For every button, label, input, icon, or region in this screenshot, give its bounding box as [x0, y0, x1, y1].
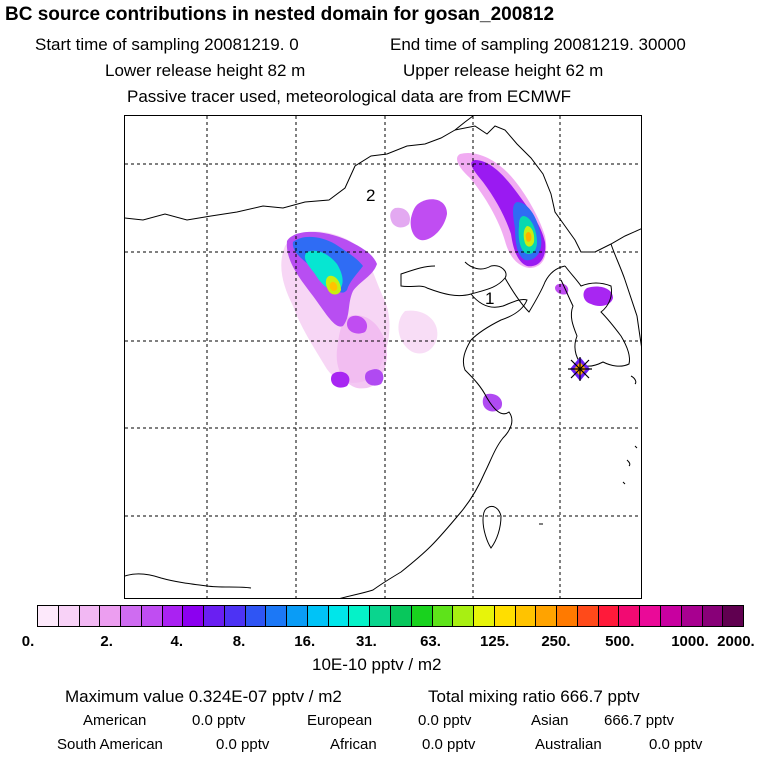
plume-korea-west — [555, 283, 569, 295]
legend-unit: 10E-10 pptv / m2 — [312, 655, 442, 674]
plume-north-blob — [410, 199, 447, 241]
inland-border — [125, 573, 252, 589]
japan-islands — [539, 375, 638, 525]
legend-swatch — [100, 606, 122, 626]
legend-tick-label: 0. — [21, 633, 35, 650]
china-east-coast — [339, 339, 513, 598]
legend-swatch — [411, 606, 433, 626]
legend-swatch — [141, 606, 163, 626]
legend-tick-label: 16. — [294, 633, 316, 650]
plume-mid-1 — [347, 315, 368, 334]
region-value-european: 0.0 pptv — [418, 712, 472, 729]
legend-swatch — [162, 606, 184, 626]
page-title: BC source contributions in nested domain… — [5, 4, 555, 25]
legend-tick-label: 63. — [420, 633, 441, 650]
legend-swatch — [287, 606, 308, 626]
legend-swatch — [577, 606, 599, 626]
legend-swatch — [515, 606, 537, 626]
region-value-south-american: 0.0 pptv — [216, 736, 270, 753]
grid-layer — [125, 116, 641, 598]
shandong-peninsula — [470, 293, 528, 341]
plume-south-2 — [365, 369, 384, 386]
legend-swatch — [204, 606, 225, 626]
legend-tick-label: 2. — [100, 633, 113, 650]
map-canvas: 1 2 — [125, 116, 641, 598]
taiwan — [482, 505, 502, 549]
legend-tick-label: 2000. — [717, 633, 755, 650]
map-panel: 1 2 — [124, 115, 642, 599]
region-value-american: 0.0 pptv — [192, 712, 246, 729]
legend-swatch — [391, 606, 412, 626]
legend-tick-label: 500. — [605, 633, 635, 650]
legend-swatch — [453, 606, 475, 626]
legend-swatch — [432, 606, 454, 626]
plume-korea — [583, 286, 613, 306]
region-name-south-american: South American — [57, 736, 163, 753]
legend-swatch — [494, 606, 516, 626]
plume-north-small — [390, 207, 411, 228]
plume-light-east — [398, 310, 438, 354]
coastline-layer — [125, 116, 641, 598]
legend-tick-label: 125. — [480, 633, 510, 650]
korea-east-coast — [610, 243, 641, 347]
legend-swatch — [723, 606, 744, 626]
legend-swatch — [474, 606, 495, 626]
receptor-marker-icon — [568, 357, 592, 381]
upper-height-text: Upper release height 62 m — [403, 61, 604, 80]
legend-swatch — [38, 606, 59, 626]
lower-height-text: Lower release height 82 m — [105, 61, 306, 80]
korea-peninsula — [560, 265, 630, 367]
legend-swatch — [702, 606, 724, 626]
plume-layer — [281, 152, 613, 412]
legend-swatch — [598, 606, 620, 626]
legend-swatch — [640, 606, 661, 626]
legend-tick-label: 8. — [232, 633, 246, 650]
legend-swatch — [536, 606, 558, 626]
legend-swatch — [349, 606, 371, 626]
legend-tick-label: 250. — [541, 633, 571, 650]
legend-swatch — [307, 606, 329, 626]
liaodong-peninsula — [504, 265, 566, 313]
legend-swatch — [557, 606, 578, 626]
legend-tick-label: 31. — [355, 633, 377, 650]
end-time-text: End time of sampling 20081219. 30000 — [390, 35, 686, 54]
legend-swatch — [681, 606, 703, 626]
max-value-text: Maximum value 0.324E-07 pptv / m2 — [65, 687, 342, 706]
region-name-american: American — [83, 712, 147, 729]
region-label-1: 1 — [485, 289, 494, 308]
legend-swatch — [224, 606, 246, 626]
plume-south-1 — [331, 371, 350, 388]
region-value-african: 0.0 pptv — [422, 736, 476, 753]
legend-swatch — [370, 606, 392, 626]
border-north — [125, 116, 474, 221]
plume-ne-peak — [525, 232, 532, 242]
total-mixing-text: Total mixing ratio 666.7 pptv — [428, 687, 640, 706]
legend-tick-label: 1000. — [671, 633, 709, 650]
legend-swatch — [266, 606, 288, 626]
legend-swatch — [328, 606, 350, 626]
region-name-asian: Asian — [531, 712, 569, 729]
legend-swatch — [121, 606, 142, 626]
color-legend-bar — [37, 605, 744, 627]
region-value-australian: 0.0 pptv — [649, 736, 703, 753]
region-label-2: 2 — [366, 186, 375, 205]
legend-swatch — [58, 606, 80, 626]
region-name-african: African — [330, 736, 377, 753]
region-value-asian: 666.7 pptv — [604, 712, 675, 729]
legend-tick-label: 4. — [170, 633, 184, 650]
legend-swatch — [619, 606, 641, 626]
region-name-australian: Australian — [535, 736, 602, 753]
start-time-text: Start time of sampling 20081219. 0 — [35, 35, 299, 54]
tracer-note-text: Passive tracer used, meteorological data… — [127, 87, 572, 106]
legend-swatch — [660, 606, 682, 626]
plume-west-peak — [329, 281, 338, 291]
legend-swatch — [79, 606, 101, 626]
border-northeast — [454, 125, 641, 253]
china-coast-bohai — [400, 261, 507, 297]
legend-swatch — [245, 606, 267, 626]
region-name-european: European — [307, 712, 373, 729]
legend-swatch — [183, 606, 205, 626]
